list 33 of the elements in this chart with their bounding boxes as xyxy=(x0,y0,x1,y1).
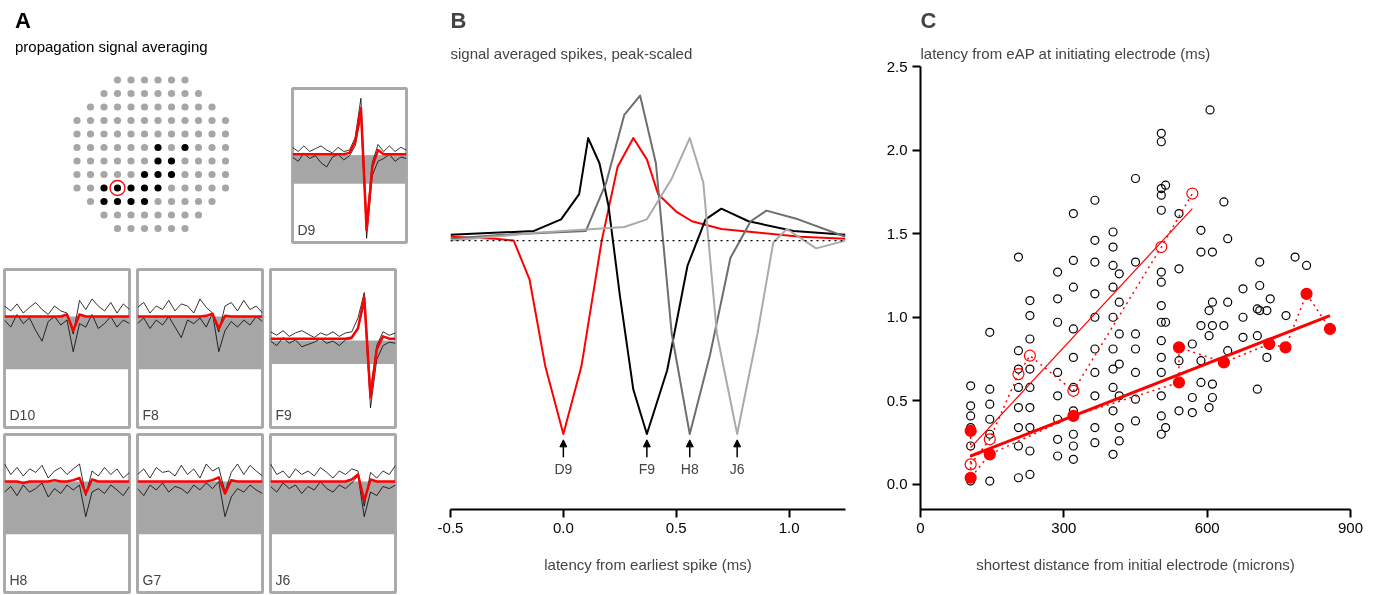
text: D10 xyxy=(9,406,36,423)
text: A xyxy=(15,7,32,35)
text: F9 xyxy=(275,406,293,423)
chart-title: B xyxy=(450,7,467,33)
x-tick-label: 0.0 xyxy=(552,518,574,536)
y-axis-title: latency from eAP at initiating electrode (ms) xyxy=(920,44,1211,62)
x-tick-label: 1.0 xyxy=(778,518,800,536)
x-tick-label: 0.5 xyxy=(665,518,687,536)
y-tick-label: 1.0 xyxy=(886,308,908,326)
y-tick-label: 2.5 xyxy=(886,57,908,75)
annotation: F9 xyxy=(638,461,656,478)
y-tick-label: 1.5 xyxy=(886,224,908,242)
text: D9 xyxy=(297,221,316,238)
x-tick-label: -0.5 xyxy=(437,518,464,536)
y-tick-label: 0.5 xyxy=(886,391,908,409)
x-axis-title: shortest distance from initial electrode (microns) xyxy=(976,555,1295,573)
text: F8 xyxy=(142,406,160,423)
x-tick-label: 300 xyxy=(1051,518,1077,536)
x-tick-label: 600 xyxy=(1194,518,1220,536)
text: G7 xyxy=(142,571,162,588)
chart-title: C xyxy=(920,7,937,33)
text: propagation signal averaging xyxy=(15,37,208,58)
text: H8 xyxy=(9,571,28,588)
chart-subtitle: signal averaged spikes, peak-scaled xyxy=(450,44,693,62)
y-tick-label: 0.0 xyxy=(886,475,908,493)
annotation: J6 xyxy=(729,461,745,478)
text: J6 xyxy=(275,571,291,588)
annotation: H8 xyxy=(680,461,699,478)
x-tick-label: 0 xyxy=(916,518,925,536)
x-axis-title: latency from earliest spike (ms) xyxy=(544,555,752,573)
y-tick-label: 2.0 xyxy=(886,141,908,159)
annotation: D9 xyxy=(554,461,573,478)
x-tick-label: 900 xyxy=(1337,518,1364,536)
